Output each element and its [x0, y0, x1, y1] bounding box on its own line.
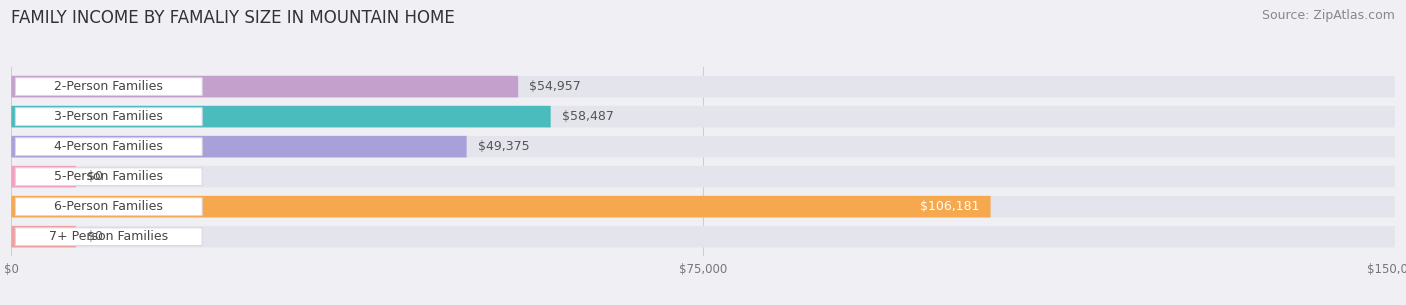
Text: FAMILY INCOME BY FAMALIY SIZE IN MOUNTAIN HOME: FAMILY INCOME BY FAMALIY SIZE IN MOUNTAI… — [11, 9, 456, 27]
Text: $49,375: $49,375 — [478, 140, 529, 153]
FancyBboxPatch shape — [11, 136, 1395, 157]
FancyBboxPatch shape — [11, 196, 991, 217]
Text: $0: $0 — [87, 230, 103, 243]
FancyBboxPatch shape — [11, 166, 76, 188]
Text: 7+ Person Families: 7+ Person Families — [49, 230, 169, 243]
FancyBboxPatch shape — [11, 226, 76, 247]
FancyBboxPatch shape — [15, 168, 202, 185]
Text: 6-Person Families: 6-Person Families — [55, 200, 163, 213]
Text: 2-Person Families: 2-Person Families — [55, 80, 163, 93]
FancyBboxPatch shape — [11, 106, 1395, 127]
FancyBboxPatch shape — [15, 78, 202, 95]
Text: 5-Person Families: 5-Person Families — [55, 170, 163, 183]
Text: 3-Person Families: 3-Person Families — [55, 110, 163, 123]
Text: $106,181: $106,181 — [920, 200, 980, 213]
FancyBboxPatch shape — [11, 136, 467, 157]
FancyBboxPatch shape — [15, 228, 202, 246]
FancyBboxPatch shape — [15, 198, 202, 216]
FancyBboxPatch shape — [15, 108, 202, 125]
FancyBboxPatch shape — [11, 106, 551, 127]
Text: $54,957: $54,957 — [529, 80, 581, 93]
FancyBboxPatch shape — [11, 76, 519, 97]
Text: $0: $0 — [87, 170, 103, 183]
FancyBboxPatch shape — [15, 138, 202, 156]
Text: $58,487: $58,487 — [562, 110, 613, 123]
FancyBboxPatch shape — [11, 166, 1395, 188]
Text: 4-Person Families: 4-Person Families — [55, 140, 163, 153]
FancyBboxPatch shape — [11, 196, 1395, 217]
FancyBboxPatch shape — [11, 226, 1395, 247]
Text: Source: ZipAtlas.com: Source: ZipAtlas.com — [1261, 9, 1395, 22]
FancyBboxPatch shape — [11, 76, 1395, 97]
